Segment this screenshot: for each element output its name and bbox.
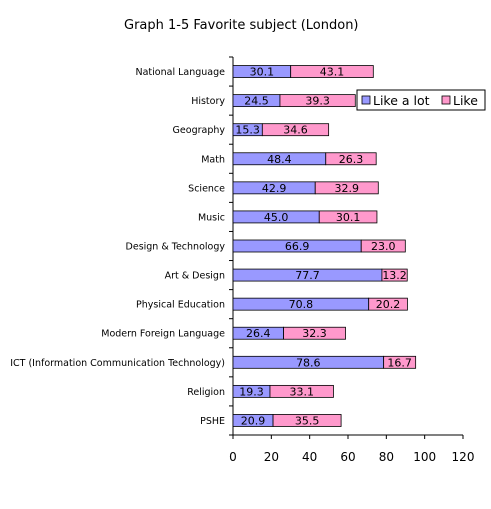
data-label-like-a-lot: 15.3 [235,124,260,137]
data-label-like-a-lot: 70.8 [289,298,314,311]
category-label: Modern Foreign Language [101,329,225,340]
category-label: Art & Design [165,271,225,282]
category-label: Math [201,154,225,165]
data-label-like: 33.1 [289,385,314,398]
category-label: Design & Technology [126,242,226,253]
data-label-like: 34.6 [283,124,308,137]
category-label: History [191,96,225,107]
category-label: Religion [187,387,225,398]
plot-area: 0 20 40 60 80 100 120 National Language 30.1 43.1… [10,56,486,464]
bar-like [272,414,342,427]
chart-title: Graph 1-5 Favorite subject (London) [124,18,359,33]
data-label-like: 32.3 [302,327,327,340]
category-label: ICT (Information Communication Technolog… [10,358,225,369]
data-label-like-a-lot: 20.9 [241,414,266,427]
x-tick-label: 0 [229,450,237,464]
legend-label-like: Like [453,93,478,108]
bar-like [261,123,330,137]
bar-like [318,210,378,224]
x-tick-label: 100 [413,450,436,464]
data-label-like: 20.2 [376,298,401,311]
category-label: Geography [173,125,226,136]
data-label-like: 26.3 [339,153,364,166]
bar-like [360,239,406,253]
bar-like [269,384,334,398]
legend-box [356,89,486,111]
x-tick-label: 60 [340,450,355,464]
bar-like [290,65,374,78]
bar-like [381,268,408,282]
category-label: Physical Education [136,300,225,311]
category-label: PSHE [200,416,225,427]
data-label-like-a-lot: 42.9 [262,182,287,195]
x-tick-label: 120 [452,450,475,464]
bar-like [314,181,379,195]
bar-like [368,297,408,311]
data-label-like: 23.0 [371,240,396,253]
legend-swatch-like-a-lot [361,95,371,105]
data-label-like-a-lot: 66.9 [285,240,310,253]
x-tick-label: 80 [379,450,394,464]
bar-like [279,94,356,108]
data-label-like-a-lot: 48.4 [267,153,292,166]
legend-label-like-a-lot: Like a lot [373,93,430,108]
data-label-like-a-lot: 30.1 [250,66,275,79]
data-label-like-a-lot: 19.3 [239,385,264,398]
data-label-like: 39.3 [305,95,330,108]
x-tick-label: 20 [264,450,279,464]
bar-like [283,326,346,340]
legend-swatch-like [441,95,451,105]
x-tick-label: 40 [302,450,317,464]
category-label: Music [198,212,225,223]
data-label-like-a-lot: 77.7 [295,269,320,282]
category-label: Science [188,183,225,194]
data-label-like: 30.1 [336,211,361,224]
data-label-like: 35.5 [295,414,320,427]
data-label-like: 32.9 [335,182,360,195]
data-label-like: 43.1 [320,66,345,79]
data-label-like-a-lot: 24.5 [244,95,269,108]
data-label-like: 16.7 [387,356,412,369]
data-label-like-a-lot: 45.0 [264,211,289,224]
bar-like [383,355,417,369]
data-label-like: 13.2 [382,269,407,282]
data-label-like-a-lot: 78.6 [296,356,321,369]
category-label: National Language [136,67,226,78]
data-label-like-a-lot: 26.4 [246,327,271,340]
bar-like [325,152,377,166]
